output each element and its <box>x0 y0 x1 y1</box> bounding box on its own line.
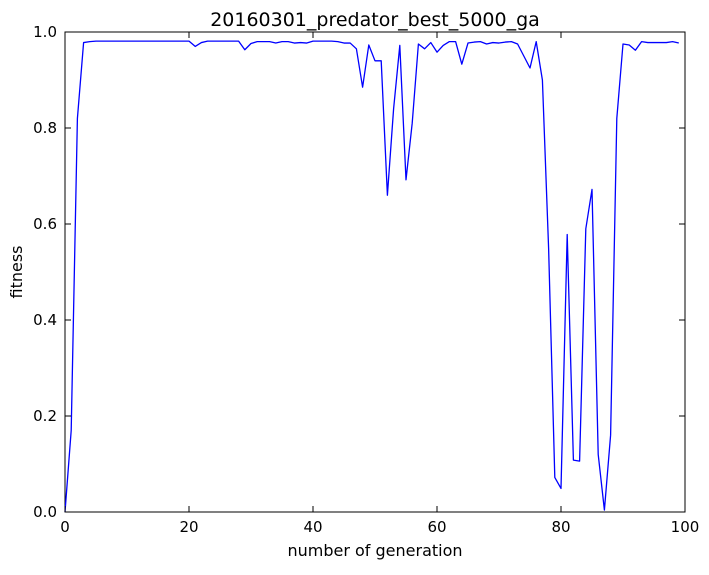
y-axis-label: fitness <box>7 245 26 298</box>
y-tick-label: 0.6 <box>33 215 57 233</box>
x-tick-label: 80 <box>551 518 570 536</box>
tick-layer: 0 20 40 60 80 100 0.0 0.2 0.4 0.6 0.8 1.0 <box>33 23 699 536</box>
x-axis-label: number of generation <box>287 541 462 560</box>
y-tick-label: 0.4 <box>33 311 57 329</box>
series-line-1 <box>64 40 679 513</box>
plot-frame <box>64 31 686 513</box>
y-tick-label: 1.0 <box>33 23 57 41</box>
y-tick-label: 0.8 <box>33 119 57 137</box>
x-tick-label: 100 <box>671 518 700 536</box>
x-tick-label: 60 <box>427 518 446 536</box>
series-layer <box>64 40 679 513</box>
x-tick-label: 40 <box>303 518 322 536</box>
plot-area: 0 20 40 60 80 100 0.0 0.2 0.4 0.6 0.8 1.0 <box>33 23 699 536</box>
x-tick-label: 20 <box>179 518 198 536</box>
x-tick-label: 0 <box>60 518 70 536</box>
chart-title: 20160301_predator_best_5000_ga <box>210 9 540 31</box>
y-tick-label: 0.2 <box>33 407 57 425</box>
y-tick-label: 0.0 <box>33 503 57 521</box>
